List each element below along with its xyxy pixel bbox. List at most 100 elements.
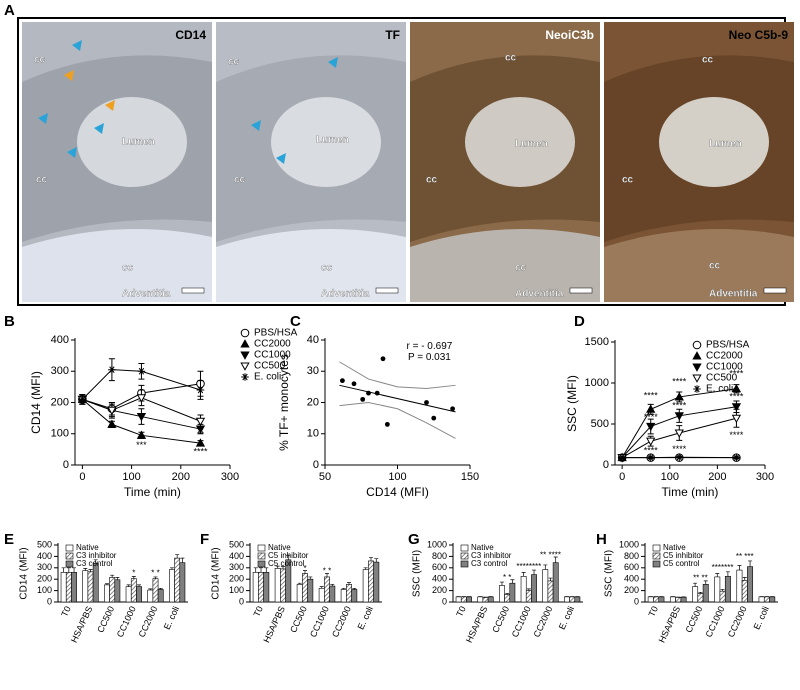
legend-label: CC2000	[254, 339, 291, 350]
y-tick-label: 400	[51, 334, 69, 346]
marker	[731, 403, 742, 412]
x-tick-label: CC500	[683, 605, 704, 635]
error-bar	[742, 577, 747, 581]
x-tick-label: CC500	[95, 605, 116, 635]
error-bar	[66, 567, 71, 573]
scale-bar	[569, 287, 593, 294]
error-bar	[720, 589, 725, 592]
y-axis-title: SSC (MFI)	[565, 375, 579, 432]
x-tick-label: 0	[79, 471, 85, 483]
legend-label: C5 inhibitor	[663, 551, 704, 560]
marker	[196, 386, 205, 394]
arrowhead	[67, 147, 77, 158]
error-bar	[698, 591, 703, 594]
error-bar	[303, 570, 307, 574]
y-tick-label: 400	[624, 574, 639, 584]
x-tick-label: T0	[647, 605, 661, 619]
x-tick-label: HSA/PBS	[464, 605, 490, 645]
arrowhead	[64, 70, 74, 81]
x-tick-label: CC2000	[531, 605, 554, 639]
bar	[482, 597, 489, 603]
marker	[692, 351, 702, 360]
error-bar	[369, 557, 373, 561]
bar	[719, 590, 726, 603]
regression-line	[339, 384, 456, 413]
image-label: cc	[622, 175, 634, 186]
error-bar	[526, 588, 531, 591]
y-tick-label: 200	[51, 396, 69, 408]
x-tick-label: 300	[756, 471, 774, 483]
y-tick-label: 200	[229, 574, 244, 584]
x-tick-label: 200	[172, 471, 190, 483]
arrowhead	[276, 153, 286, 164]
bar	[179, 562, 186, 603]
bar	[692, 586, 699, 603]
bar	[65, 572, 72, 603]
lumen	[77, 97, 187, 187]
annotation: **	[197, 430, 205, 440]
legend-label: CC500	[254, 361, 286, 372]
annotation: ****	[644, 412, 659, 422]
series-line	[621, 406, 737, 458]
marker	[692, 363, 702, 372]
image-label: cc	[36, 175, 48, 186]
image-label: Adventitia	[709, 289, 758, 300]
error-bar	[169, 567, 174, 570]
scale-bar	[181, 287, 205, 294]
y-tick-label: 600	[432, 562, 447, 572]
bar	[520, 576, 527, 603]
x-tick-label: E. coli	[557, 605, 576, 631]
image-label: Lumen	[515, 139, 548, 150]
legend-label: Native	[268, 543, 291, 552]
error-bar	[61, 567, 66, 573]
marker	[241, 373, 249, 381]
bar	[104, 584, 110, 603]
error-bar	[72, 567, 77, 573]
legend-swatch	[460, 544, 469, 552]
series-line	[82, 397, 201, 422]
error-bar	[264, 567, 269, 573]
bar	[747, 566, 754, 603]
bar	[552, 562, 559, 603]
legend-swatch	[257, 552, 266, 560]
marker	[646, 422, 656, 432]
arrowhead	[328, 57, 338, 68]
image-title: NeoiC3b	[545, 28, 594, 42]
series-line	[621, 417, 737, 459]
y-tick-label: 0	[239, 596, 244, 606]
legend-label: CC500	[706, 373, 738, 384]
error-bar	[126, 584, 131, 587]
marker	[240, 328, 250, 338]
legend-label: E. coli	[254, 372, 281, 383]
panel-label: C	[290, 313, 301, 330]
x-tick-label: CC1000	[115, 605, 138, 639]
x-tick-label: 100	[661, 471, 679, 483]
y-tick-label: 300	[37, 562, 52, 572]
error-bar	[83, 568, 88, 571]
x-tick-label: CC2000	[726, 605, 749, 639]
bar	[147, 589, 154, 603]
annotation: ****	[729, 368, 744, 378]
bar	[509, 582, 516, 603]
bar	[368, 560, 374, 603]
image-title: CD14	[175, 28, 206, 42]
y-tick-label: 400	[229, 551, 244, 561]
significance: *	[132, 569, 135, 578]
y-tick-label: 400	[432, 574, 447, 584]
error-bar	[347, 582, 351, 585]
x-tick-label: E. coli	[356, 605, 375, 631]
legend-label: C3 inhibitor	[76, 551, 117, 560]
panel-label: F	[200, 531, 209, 548]
marker	[618, 453, 626, 462]
x-tick-label: 100	[388, 471, 406, 483]
point	[360, 396, 366, 402]
x-tick-label: T0	[59, 605, 73, 619]
legend-swatch	[65, 552, 74, 560]
lumen	[465, 97, 575, 187]
error-bar	[505, 593, 510, 595]
error-bar	[110, 574, 115, 578]
significance: ** ***	[736, 552, 754, 561]
image-title: Neo C5b-9	[729, 28, 789, 42]
annotation: ****	[644, 390, 659, 400]
bar	[252, 572, 259, 603]
